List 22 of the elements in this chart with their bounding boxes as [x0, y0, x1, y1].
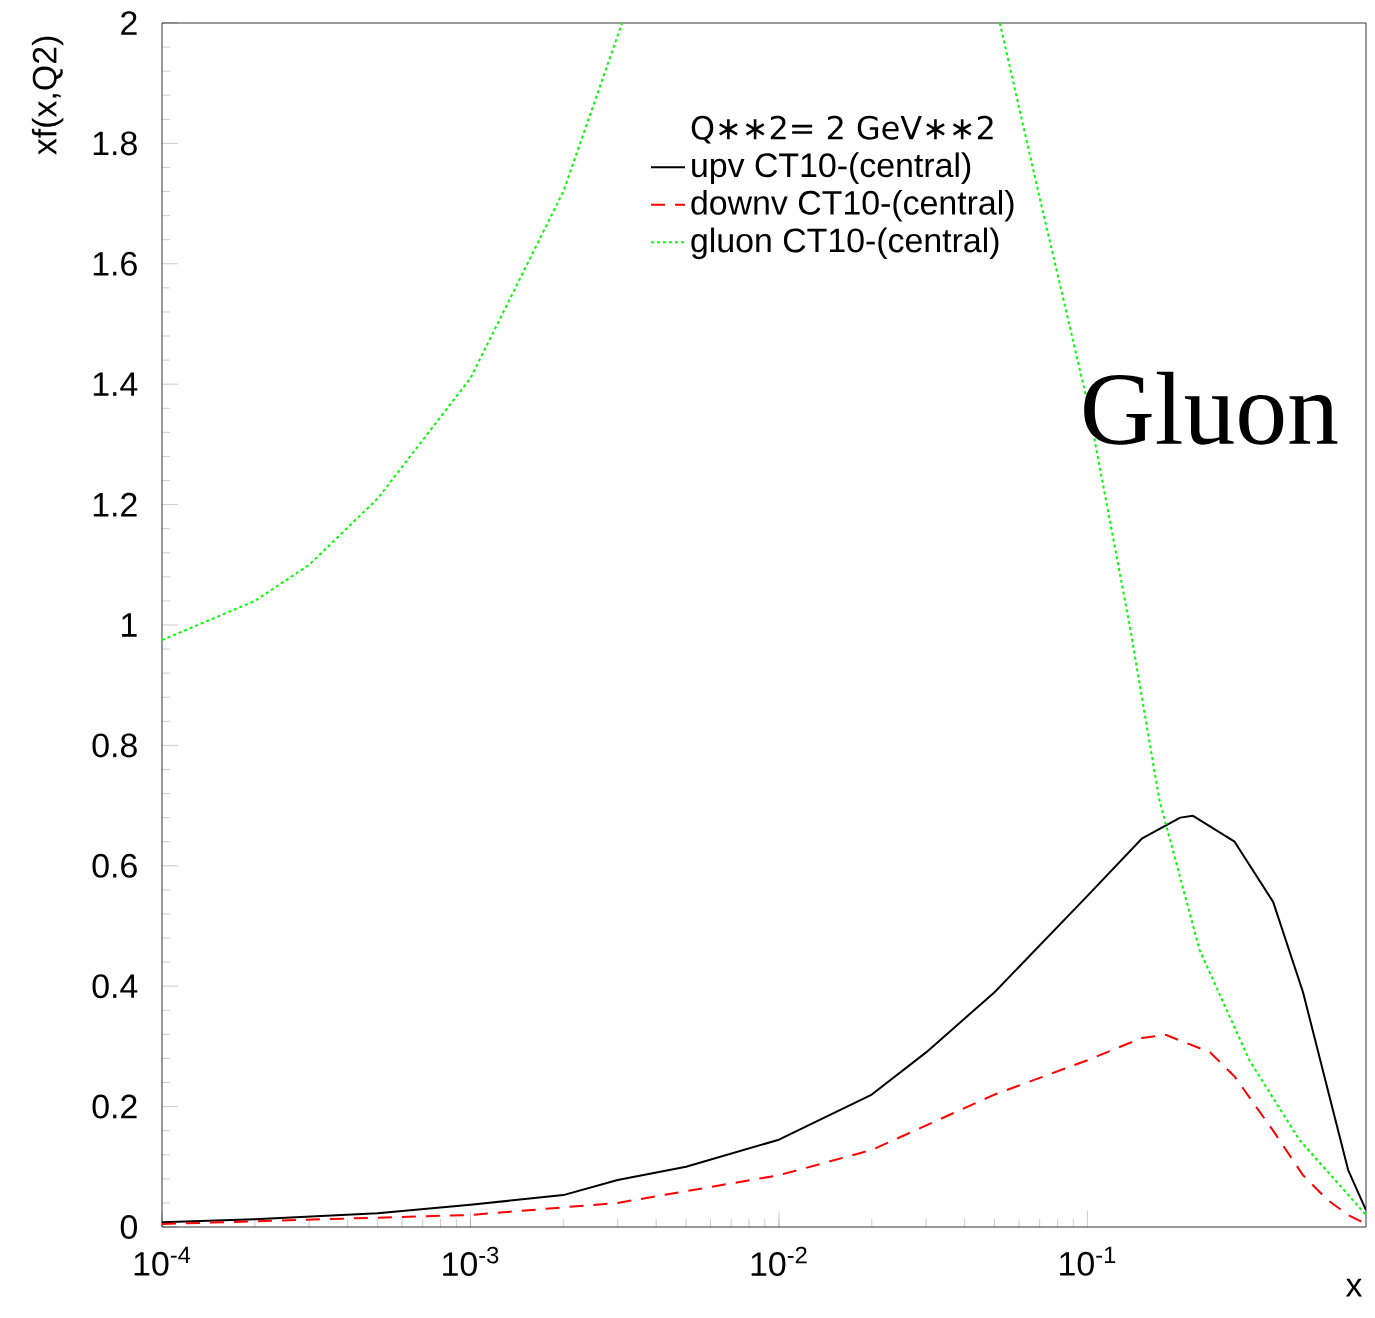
x-tick-label: 10$^{-1}$: [1060, 1246, 1116, 1276]
y-tick-label: 1.8: [93, 131, 137, 156]
y-tick-label: 1: [122, 613, 137, 637]
legend-label: gluon CT10-(central): [691, 227, 999, 260]
y-tick-label: 0.2: [92, 1094, 137, 1119]
y-tick-label: 0.4: [92, 974, 138, 999]
y-tick-label: 1.2: [93, 492, 137, 517]
y-tick-label: 2: [121, 11, 137, 35]
y-tick-label: 0.6: [92, 853, 137, 878]
y-tick-label: 1.6: [93, 251, 137, 276]
x-tick-label: 10$^{-2}$: [751, 1246, 807, 1277]
annotation: Gluon: [1084, 371, 1338, 445]
y-axis-title: xf(x,Q2): [31, 36, 64, 155]
y-tick-label: 0.8: [92, 733, 137, 758]
y-tick-label: 0: [120, 1215, 137, 1239]
legend-label: downv CT10-(central): [691, 189, 1014, 222]
x-tick-label: 10$^{-3}$: [443, 1246, 499, 1277]
x-axis-title: x: [1345, 1278, 1363, 1297]
y-tick-label: 1.4: [93, 372, 138, 396]
legend-label: upv CT10-(central): [692, 152, 971, 184]
legend-title: Q∗∗2= 2 GeV∗∗2: [691, 115, 993, 144]
x-tick-label: 10$^{-4}$: [134, 1246, 191, 1276]
